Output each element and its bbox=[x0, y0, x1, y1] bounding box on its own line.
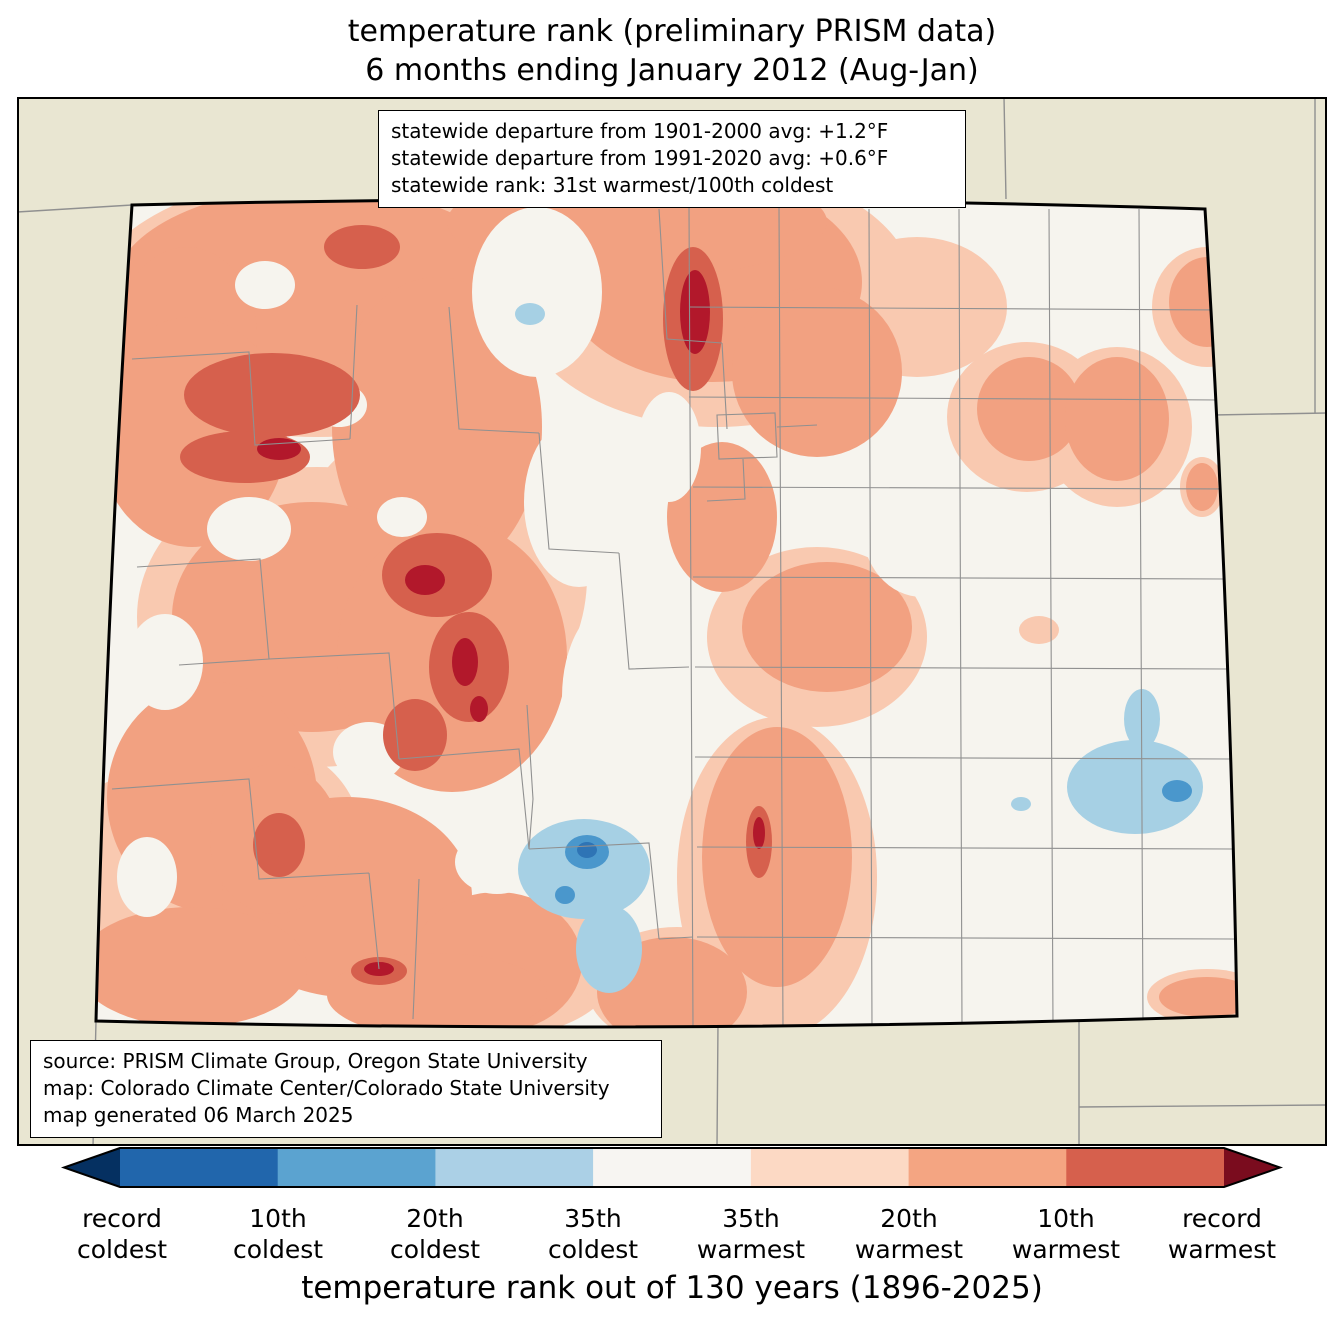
colorbar-tick-label: 10th coldest bbox=[232, 1204, 324, 1264]
colorbar-segment bbox=[435, 1148, 594, 1187]
colorbar-tick-label: 35th coldest bbox=[547, 1204, 639, 1264]
colorbar-outline bbox=[60, 1147, 1284, 1188]
stats-line-1: statewide departure from 1901-2000 avg: … bbox=[391, 119, 889, 143]
colorbar-left-arrow bbox=[64, 1148, 120, 1187]
source-line-3: map generated 06 March 2025 bbox=[43, 1103, 354, 1128]
stats-line-3: statewide rank: 31st warmest/100th colde… bbox=[391, 173, 834, 198]
colorbar-segment bbox=[120, 1148, 279, 1187]
county-boundaries bbox=[111, 206, 1236, 1027]
map-frame bbox=[17, 97, 1327, 1146]
colorbar-tick-label: 20th coldest bbox=[389, 1204, 481, 1264]
stats-line-2: statewide departure from 1991-2020 avg: … bbox=[391, 146, 889, 171]
cool-anomaly-blobs bbox=[515, 303, 1203, 993]
colorbar bbox=[60, 1147, 1284, 1188]
colorbar-tick-label: 20th warmest bbox=[854, 1204, 964, 1264]
colorbar-tick-label: 35th warmest bbox=[696, 1204, 806, 1264]
colorbar-labels: record coldest 10th coldest 20th coldest 35… bbox=[0, 1204, 1344, 1266]
cold-anomaly-blobs bbox=[555, 780, 1192, 904]
colorbar-segment bbox=[1066, 1148, 1224, 1187]
source-line-1: source: PRISM Climate Group, Oregon Stat… bbox=[43, 1049, 588, 1073]
colorbar-segment bbox=[277, 1148, 437, 1187]
colorbar-segment bbox=[750, 1148, 910, 1187]
page-title: temperature rank (preliminary PRISM data… bbox=[0, 12, 1344, 90]
colorbar-tick-label: 10th warmest bbox=[1011, 1204, 1121, 1264]
coldest-core-blobs bbox=[577, 842, 597, 858]
state-data-layer bbox=[96, 199, 1237, 1027]
title-line-2: 6 months ending January 2012 (Aug-Jan) bbox=[365, 53, 979, 88]
colorbar-right-arrow bbox=[1224, 1148, 1280, 1187]
source-line-2: map: Colorado Climate Center/Colorado St… bbox=[43, 1076, 610, 1101]
colorbar-tick-label: record coldest bbox=[76, 1204, 168, 1264]
title-line-1: temperature rank (preliminary PRISM data… bbox=[347, 14, 997, 49]
colorbar-tick-label: record warmest bbox=[1167, 1204, 1277, 1264]
source-attribution-box: source: PRISM Climate Group, Oregon Stat… bbox=[30, 1040, 662, 1138]
colorbar-segment bbox=[908, 1148, 1068, 1187]
colorbar-segment bbox=[593, 1148, 752, 1187]
colorado-temperature-rank-map bbox=[17, 97, 1327, 1146]
colorbar-caption: temperature rank out of 130 years (1896-… bbox=[301, 1270, 1043, 1306]
statewide-stats-box: statewide departure from 1901-2000 avg: … bbox=[378, 110, 966, 208]
